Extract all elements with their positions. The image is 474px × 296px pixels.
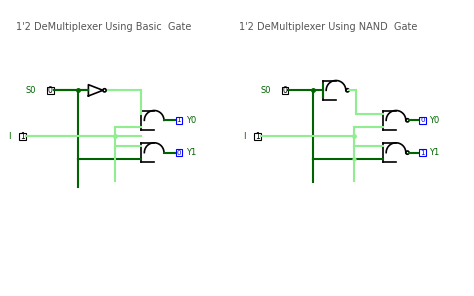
Text: 1: 1 xyxy=(255,132,260,141)
FancyBboxPatch shape xyxy=(419,149,426,156)
Text: 1'2 DeMultiplexer Using NAND  Gate: 1'2 DeMultiplexer Using NAND Gate xyxy=(239,22,418,32)
FancyBboxPatch shape xyxy=(419,117,426,123)
Text: S0: S0 xyxy=(26,86,36,95)
Text: Y0: Y0 xyxy=(186,116,196,125)
FancyBboxPatch shape xyxy=(19,133,26,140)
Text: 0: 0 xyxy=(420,117,425,123)
FancyBboxPatch shape xyxy=(176,149,182,156)
Text: Y0: Y0 xyxy=(429,116,439,125)
Text: I: I xyxy=(9,132,11,141)
Text: 1: 1 xyxy=(20,132,25,141)
Text: 0: 0 xyxy=(48,86,53,95)
Text: Y1: Y1 xyxy=(429,148,439,157)
Text: 1: 1 xyxy=(420,149,425,156)
FancyBboxPatch shape xyxy=(282,87,289,94)
Text: 1: 1 xyxy=(177,117,181,123)
Text: 0: 0 xyxy=(283,86,288,95)
Text: S0: S0 xyxy=(261,86,272,95)
Text: 1'2 DeMultiplexer Using Basic  Gate: 1'2 DeMultiplexer Using Basic Gate xyxy=(16,22,191,32)
Text: I: I xyxy=(244,132,246,141)
FancyBboxPatch shape xyxy=(47,87,54,94)
Text: Y1: Y1 xyxy=(186,148,196,157)
FancyBboxPatch shape xyxy=(255,133,261,140)
Text: 0: 0 xyxy=(177,149,181,156)
FancyBboxPatch shape xyxy=(176,117,182,123)
